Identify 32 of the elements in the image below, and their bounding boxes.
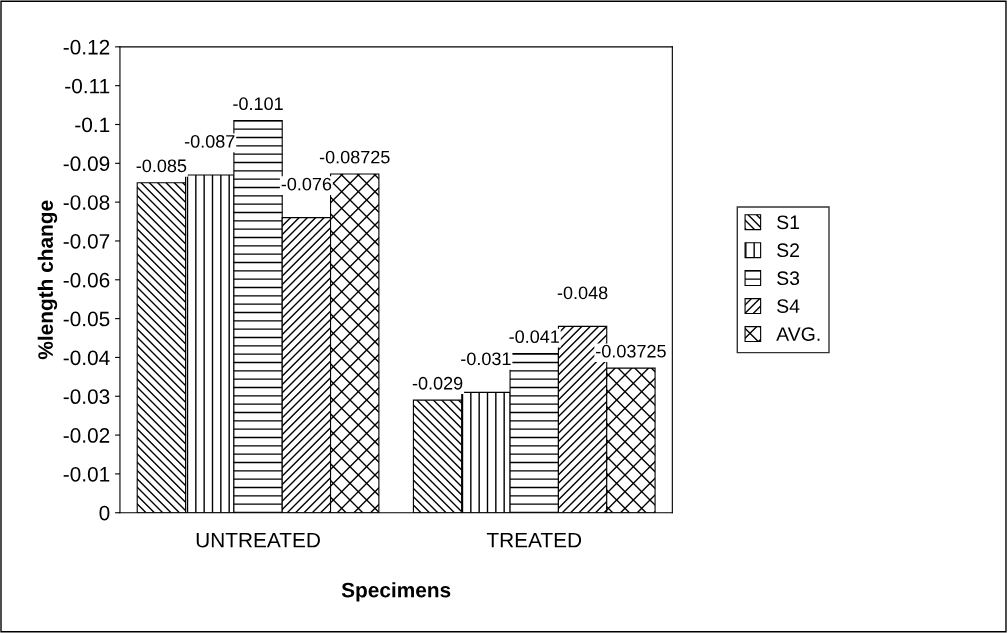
data-label: -0.085	[136, 159, 187, 173]
data-label: -0.101	[233, 97, 283, 111]
data-label: -0.087	[184, 135, 235, 148]
y-tick-label: -0.09	[63, 156, 110, 172]
y-tick-label: -0.08	[63, 195, 110, 210]
data-label: -0.03725	[596, 344, 666, 358]
y-tick-label: -0.01	[63, 466, 110, 482]
legend-label: S3	[777, 271, 800, 286]
legend-label: S4	[777, 299, 800, 314]
data-label: -0.08725	[319, 150, 390, 164]
y-tick-label: -0.06	[63, 272, 110, 288]
data-label: -0.029	[412, 376, 463, 390]
y-tick-label: -0.05	[63, 311, 110, 327]
legend-label: AVG.	[776, 327, 820, 341]
x-tick-label: UNTREATED	[196, 532, 320, 548]
data-label: -0.041	[509, 330, 559, 344]
y-tick-label: -0.11	[65, 78, 110, 94]
y-tick-label: -0.12	[63, 39, 110, 55]
y-tick-label: -0.07	[63, 233, 110, 249]
data-label: -0.031	[461, 352, 511, 366]
y-tick-label: 0	[99, 505, 110, 521]
x-axis-title: Specimens	[341, 582, 451, 602]
x-tick-label: TREATED	[486, 532, 582, 548]
y-tick-label: -0.02	[63, 428, 110, 443]
y-tick-label: -0.1	[75, 117, 110, 133]
data-label: -0.048	[557, 286, 608, 300]
legend-label: S2	[777, 243, 799, 258]
data-label: -0.076	[281, 177, 332, 191]
y-tick-label: -0.03	[63, 389, 110, 405]
y-tick-label: -0.04	[63, 350, 110, 366]
legend-label: S1	[777, 215, 800, 230]
y-axis-title: %length change	[37, 200, 58, 360]
